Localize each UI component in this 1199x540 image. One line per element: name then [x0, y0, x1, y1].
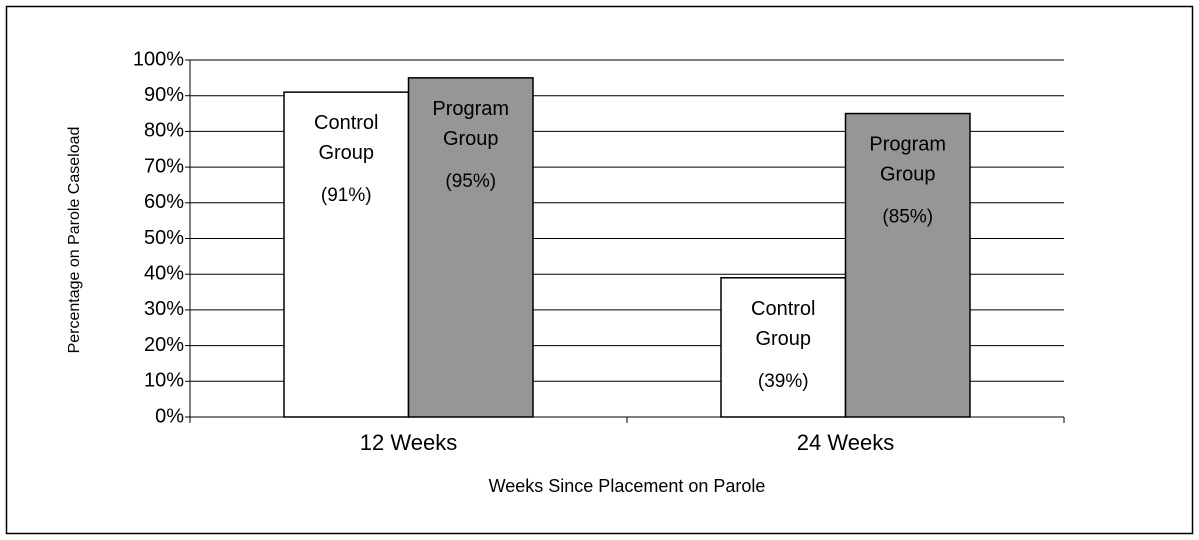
bar	[407, 77, 534, 418]
y-tick-label: 10%	[144, 370, 184, 392]
value-label: (85%)	[882, 207, 933, 228]
bar	[720, 277, 847, 418]
y-tick-label: 50%	[144, 227, 184, 249]
y-tick-label: 30%	[144, 298, 184, 320]
bar	[283, 91, 410, 418]
value-label: (95%)	[445, 171, 496, 192]
chart-border	[5, 5, 1194, 535]
y-tick-label: 20%	[144, 334, 184, 356]
bar-series-label: Program Group	[869, 134, 946, 186]
y-tick-label: 40%	[144, 262, 184, 284]
y-tick-label: 60%	[144, 191, 184, 213]
value-label: (91%)	[321, 185, 372, 206]
x-tick-label: 12 Weeks	[360, 430, 457, 455]
x-tick-label: 24 Weeks	[797, 430, 894, 455]
y-axis-title: Percentage on Parole Caseload	[66, 127, 83, 354]
y-tick-label: 100%	[133, 48, 184, 70]
bar	[844, 112, 971, 418]
y-tick-label: 80%	[144, 120, 184, 142]
x-axis-title: Weeks Since Placement on Parole	[489, 476, 766, 496]
y-tick-label: 70%	[144, 155, 184, 177]
bar-series-label: Control Group	[314, 112, 378, 164]
y-tick-label: 0%	[155, 405, 184, 427]
y-tick-label: 90%	[144, 84, 184, 106]
value-label: (39%)	[758, 371, 809, 392]
bar-series-label: Control Group	[751, 298, 815, 350]
bar-series-label: Program Group	[432, 98, 509, 150]
